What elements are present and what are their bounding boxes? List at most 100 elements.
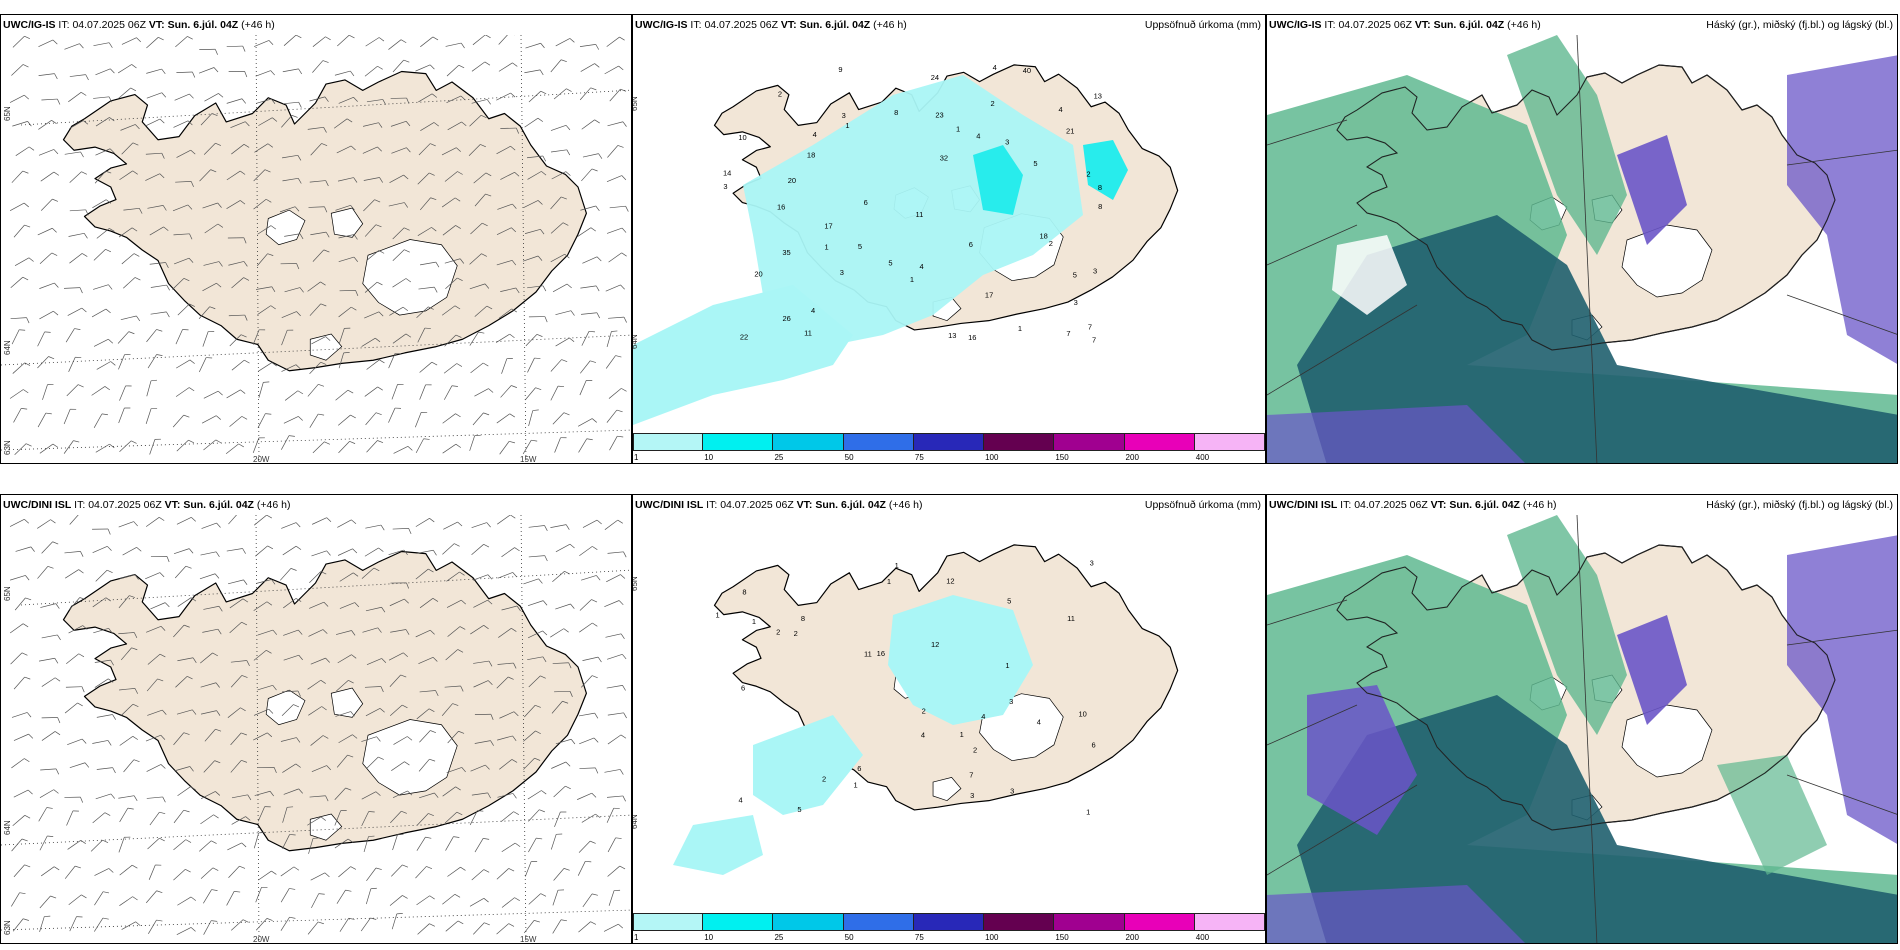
precip-value-label: 3: [1010, 786, 1014, 795]
iceland-landmass: [62, 550, 587, 852]
lat-label: 64N: [632, 814, 639, 829]
precip-value-label: 11: [864, 650, 872, 659]
panel-header: UWC/IG-IS IT: 04.07.2025 06Z VT: Sun. 6.…: [3, 19, 275, 31]
lat-label: 63N: [3, 440, 12, 455]
wind-barbs: [9, 35, 629, 456]
colorbar-label: 200: [1125, 933, 1139, 942]
colorbar-segment: [1054, 913, 1125, 931]
precip-value-label: 17: [985, 291, 993, 300]
precip-value-label: 4: [1059, 105, 1063, 114]
precip-value-label: 17: [824, 221, 832, 230]
colorbar-segment: [913, 913, 985, 931]
precip-value-label: 4: [981, 712, 985, 721]
precip-value-label: 14: [723, 168, 731, 177]
colorbar-label: 50: [844, 453, 854, 462]
precip-value-label: 9: [838, 65, 842, 74]
precip-value-label: 24: [931, 73, 939, 82]
cloud-panel-bottom: UWC/DINI ISL IT: 04.07.2025 06Z VT: Sun.…: [1266, 494, 1898, 944]
colorbar-segment: [984, 913, 1055, 931]
precip-value-label: 16: [877, 649, 885, 658]
colorbar-label: 50: [844, 933, 854, 942]
precip-value-label: 4: [738, 795, 742, 804]
precip-value-label: 3: [1005, 138, 1009, 147]
colorbar-segment: [633, 913, 704, 931]
precip-value-label: 1: [824, 243, 828, 252]
colorbar-label: 400: [1195, 453, 1210, 462]
precip-value-label: 11: [804, 328, 812, 337]
lon-label: 20W: [253, 935, 270, 944]
precip-value-label: 21: [1066, 127, 1074, 136]
precip-value-label: 10: [738, 133, 746, 142]
panel-header: UWC/DINI ISL IT: 04.07.2025 06Z VT: Sun.…: [1269, 499, 1557, 511]
colorbar-label: 10: [704, 453, 714, 462]
precip-value-label: 5: [858, 242, 862, 251]
colorbar-label: 150: [1055, 933, 1069, 942]
lon-label: 15W: [520, 935, 537, 944]
precip-value-label: 1: [1005, 661, 1009, 670]
lat-label: 63N: [3, 920, 12, 935]
wind-panel-top: UWC/IG-IS IT: 04.07.2025 06Z VT: Sun. 6.…: [0, 14, 632, 464]
precip-value-label: 7: [1066, 329, 1070, 338]
precip-value-label: 2: [1049, 239, 1053, 248]
lat-label: 64N: [632, 334, 639, 349]
precip-value-label: 3: [1009, 697, 1013, 706]
colorbar-segment: [843, 913, 914, 931]
colorbar-label: 400: [1195, 933, 1210, 942]
precip-value-label: 3: [1074, 298, 1078, 307]
precip-value-label: 18: [1040, 232, 1048, 241]
colorbar-segment: [773, 913, 844, 931]
panel-header: UWC/IG-IS IT: 04.07.2025 06Z VT: Sun. 6.…: [635, 19, 907, 31]
precip-value-label: 4: [976, 131, 980, 140]
wind-barbs: [9, 515, 627, 936]
precip-value-label: 2: [794, 629, 798, 638]
precip-value-label: 2: [822, 775, 826, 784]
colorbar-label: 1: [634, 933, 639, 942]
lat-label: 65N: [632, 96, 639, 111]
precip-value-label: 13: [1094, 92, 1102, 101]
precip-value-label: 1: [1018, 324, 1022, 333]
precip-values: 1248635454182532011171498723263532402217…: [723, 63, 1102, 345]
wind-barb-map: [1, 35, 631, 463]
colorbar-label: 75: [914, 933, 924, 942]
precip-value-label: 1: [716, 611, 720, 620]
precip-value-label: 11: [1067, 614, 1075, 623]
precip-value-label: 1: [752, 617, 756, 626]
precip-panel-top: UWC/IG-IS IT: 04.07.2025 06Z VT: Sun. 6.…: [632, 14, 1266, 464]
precip-value-label: 4: [921, 730, 925, 739]
graticule: [1, 35, 631, 463]
cloud-title: Háský (gr.), miðský (fj.bl.) og lágský (…: [1706, 19, 1893, 31]
cloud-title: Háský (gr.), miðský (fj.bl.) og lágský (…: [1706, 499, 1893, 511]
precip-colorbar: 1 10 25 50 75 100 150 200 400: [633, 433, 1265, 462]
precip-value-label: 3: [970, 791, 974, 800]
precip-value-label: 3: [723, 182, 727, 191]
precip-value-label: 2: [778, 90, 782, 99]
colorbar-label: 25: [774, 453, 784, 462]
precip-value-label: 3: [842, 111, 846, 120]
colorbar-label: 150: [1055, 453, 1069, 462]
precip-panel-bottom: UWC/DINI ISL IT: 04.07.2025 06Z VT: Sun.…: [632, 494, 1266, 944]
precip-value-label: 16: [968, 333, 976, 342]
precip-value-label: 1: [1086, 807, 1090, 816]
precip-value-label: 18: [807, 151, 815, 160]
colorbar-segment: [1194, 433, 1265, 451]
colorbar-label: 1: [634, 453, 639, 462]
precip-value-label: 7: [969, 771, 973, 780]
precip-value-label: 3: [840, 268, 844, 277]
colorbar-label: 75: [914, 453, 924, 462]
precip-value-label: 5: [1033, 159, 1037, 168]
colorbar-segment: [1124, 433, 1195, 451]
colorbar-label: 25: [774, 933, 784, 942]
precip-value-label: 40: [1023, 66, 1031, 75]
precip-value-label: 2: [1086, 169, 1090, 178]
precip-title: Uppsöfnuð úrkoma (mm): [1144, 499, 1261, 511]
precip-value-label: 1: [887, 577, 891, 586]
precip-value-label: 2: [776, 627, 780, 636]
colorbar-segment: [984, 433, 1055, 451]
cloud-panel-top: UWC/IG-IS IT: 04.07.2025 06Z VT: Sun. 6.…: [1266, 14, 1898, 464]
precip-value-label: 1: [895, 561, 899, 570]
lat-label: 64N: [3, 820, 12, 835]
precip-value-label: 1: [960, 730, 964, 739]
precip-value-label: 8: [894, 108, 898, 117]
precip-value-label: 22: [740, 332, 748, 341]
